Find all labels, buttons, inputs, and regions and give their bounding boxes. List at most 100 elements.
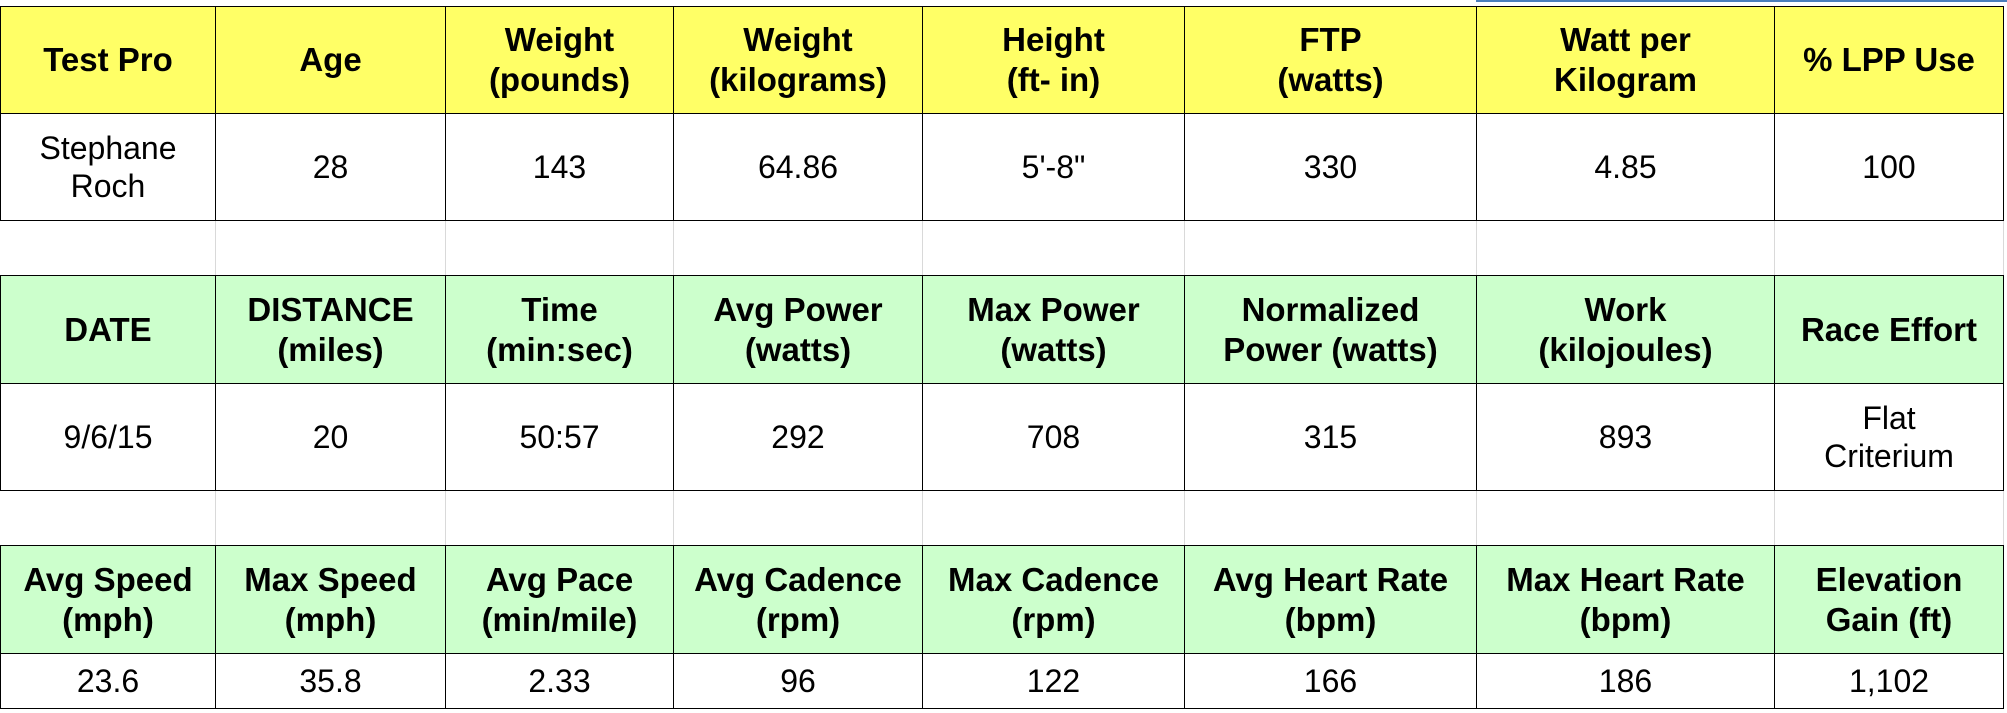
empty-cell xyxy=(1184,220,1477,276)
data-cell: 20 xyxy=(215,383,446,491)
cell-text: (mph) xyxy=(284,600,377,638)
cell-text: 96 xyxy=(780,662,816,699)
cell-text: Avg Cadence xyxy=(694,560,902,598)
cell-text: (pounds) xyxy=(488,61,631,98)
data-cell: 28 xyxy=(215,113,446,221)
cell-text: DATE xyxy=(64,310,152,348)
header-cell: Work (kilojoules) xyxy=(1476,275,1775,384)
data-cell: 2.33 xyxy=(445,653,674,709)
cell-text: 166 xyxy=(1303,662,1358,699)
cell-text: Max Cadence xyxy=(948,560,1159,598)
data-cell: 292 xyxy=(673,383,923,491)
cell-text: Max Power xyxy=(967,290,1140,328)
cell-text: Max Speed xyxy=(244,560,417,598)
cell-text: (rpm) xyxy=(1011,600,1096,638)
cell-text: (min/mile) xyxy=(481,600,638,638)
header-cell: Avg Speed (mph) xyxy=(0,545,216,654)
cell-text: Test Pro xyxy=(43,41,173,79)
header-cell: Max Cadence (rpm) xyxy=(922,545,1185,654)
cell-text: DISTANCE xyxy=(247,290,414,328)
cell-text: 292 xyxy=(771,418,825,455)
header-cell: Height (ft- in) xyxy=(922,6,1185,114)
cell-text: Avg Speed xyxy=(23,560,193,598)
data-cell: 96 xyxy=(673,653,923,709)
cell-text: (miles) xyxy=(277,330,384,368)
cell-text: FTP xyxy=(1299,21,1362,59)
cell-text: 23.6 xyxy=(76,662,140,699)
cell-text: 4.85 xyxy=(1594,148,1657,185)
cell-text: 122 xyxy=(1026,662,1081,699)
cell-text: Max Heart Rate xyxy=(1506,560,1745,598)
empty-cell xyxy=(215,490,446,546)
cell-text: Avg Pace xyxy=(485,560,634,598)
cell-text: Age xyxy=(299,41,362,79)
cell-text: 28 xyxy=(312,148,349,185)
cell-text: Elevation xyxy=(1815,560,1963,598)
cell-text: 186 xyxy=(1598,662,1653,699)
cell-text: 64.86 xyxy=(757,148,839,185)
header-cell: DATE xyxy=(0,275,216,384)
data-cell: 166 xyxy=(1184,653,1477,709)
cell-text: (bpm) xyxy=(1284,600,1377,638)
cell-text: Kilogram xyxy=(1553,61,1698,98)
cell-text: 100 xyxy=(1862,148,1916,185)
cell-text: 35.8 xyxy=(299,662,362,699)
empty-cell xyxy=(922,220,1185,276)
header-cell: Time (min:sec) xyxy=(445,275,674,384)
cell-text: (kilojoules) xyxy=(1538,330,1713,368)
cell-text: Avg Power xyxy=(713,290,883,328)
header-cell: Max Heart Rate (bpm) xyxy=(1476,545,1775,654)
data-cell: 5'-8" xyxy=(922,113,1185,221)
empty-cell xyxy=(0,220,216,276)
empty-cell xyxy=(1774,220,2004,276)
data-cell: 143 xyxy=(445,113,674,221)
empty-cell xyxy=(1476,490,1775,546)
empty-cell xyxy=(1774,490,2004,546)
data-cell: 64.86 xyxy=(673,113,923,221)
header-cell: Test Pro xyxy=(0,6,216,114)
data-cell: 186 xyxy=(1476,653,1775,709)
data-cell: 330 xyxy=(1184,113,1477,221)
cell-text: Work xyxy=(1584,290,1667,328)
cell-text: 330 xyxy=(1303,148,1358,185)
cell-text: Time xyxy=(521,290,598,328)
cell-text: (min:sec) xyxy=(486,330,633,368)
cell-text: 2.33 xyxy=(528,662,591,699)
header-cell: Weight (kilograms) xyxy=(673,6,923,114)
data-cell: 100 xyxy=(1774,113,2004,221)
header-cell: Watt per Kilogram xyxy=(1476,6,1775,114)
cell-text: (watts) xyxy=(744,330,852,368)
header-cell: FTP (watts) xyxy=(1184,6,1477,114)
header-cell: Avg Heart Rate (bpm) xyxy=(1184,545,1477,654)
header-cell: Max Power (watts) xyxy=(922,275,1185,384)
data-cell: 9/6/15 xyxy=(0,383,216,491)
header-cell: Avg Pace (min/mile) xyxy=(445,545,674,654)
data-cell: 1,102 xyxy=(1774,653,2004,709)
data-cell: 50:57 xyxy=(445,383,674,491)
header-cell: Avg Power (watts) xyxy=(673,275,923,384)
data-cell: 893 xyxy=(1476,383,1775,491)
header-cell: Age xyxy=(215,6,446,114)
data-cell: Stephane Roch xyxy=(0,113,216,221)
header-cell: Max Speed (mph) xyxy=(215,545,446,654)
cell-text: 50:57 xyxy=(519,418,600,455)
data-cell: Flat Criterium xyxy=(1774,383,2004,491)
cell-text: Watt per xyxy=(1560,21,1691,59)
header-cell: Elevation Gain (ft) xyxy=(1774,545,2004,654)
cell-text: 893 xyxy=(1598,418,1653,455)
header-cell: Weight (pounds) xyxy=(445,6,674,114)
data-cell: 315 xyxy=(1184,383,1477,491)
selection-border xyxy=(1476,0,2007,2)
cell-text: Stephane xyxy=(39,129,177,166)
data-cell: 23.6 xyxy=(0,653,216,709)
cell-text: Weight xyxy=(504,21,615,59)
cell-text: (mph) xyxy=(62,600,154,638)
cell-text: Race Effort xyxy=(1800,310,1978,348)
cell-text: Criterium xyxy=(1824,438,1954,474)
data-cell: 122 xyxy=(922,653,1185,709)
cell-text: Avg Heart Rate xyxy=(1212,560,1449,598)
cell-text: (bpm) xyxy=(1579,600,1672,638)
empty-cell xyxy=(445,490,674,546)
empty-cell xyxy=(1184,490,1477,546)
data-cell: 4.85 xyxy=(1476,113,1775,221)
